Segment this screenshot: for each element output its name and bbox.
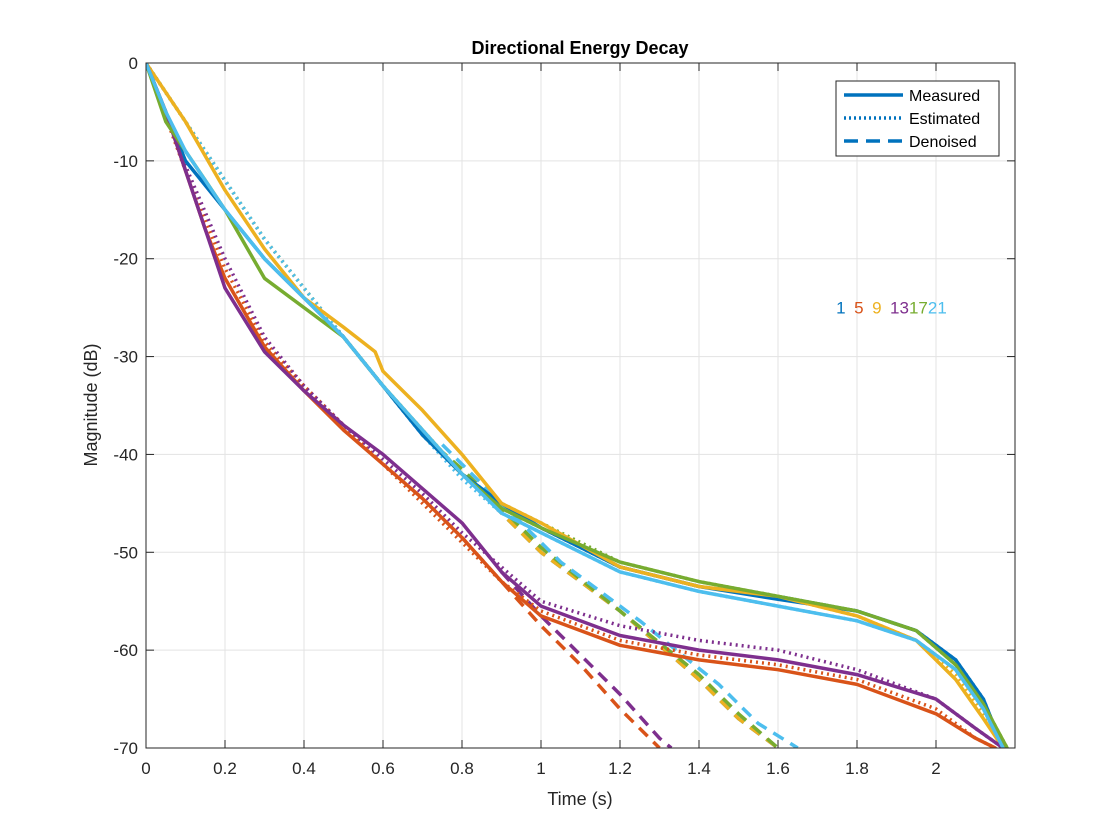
x-tick-label: 0.8 [450,759,474,778]
series-layer [146,63,1009,748]
legend-label: Measured [909,88,980,105]
series-13-estimated-line [146,63,1005,748]
x-tick-label: 1.8 [845,759,869,778]
direction-label-21: 21 [928,299,947,318]
direction-label-1: 1 [836,299,854,318]
direction-label-5: 5 [854,299,872,318]
plot-frame [145,62,1016,749]
legend-label: Estimated [909,111,980,128]
x-tick-label: 1.6 [766,759,790,778]
series-21-denoised-line [441,443,799,748]
y-tick-label: -60 [113,641,138,660]
y-tick-label: -50 [113,543,138,562]
y-tick-label: -40 [113,445,138,464]
x-tick-label: 0.4 [292,759,316,778]
series-21-measured-line [146,63,1005,748]
y-tick-label: 0 [129,54,138,73]
y-tick-label: -70 [113,739,138,758]
y-tick-label: -20 [113,250,138,269]
legend-label: Denoised [909,134,977,151]
x-axis-ticks: 0 0.2 0.4 0.6 0.8 1 1.2 1.4 1.6 1.8 2 [141,63,941,778]
direction-label-13: 13 [890,299,909,318]
x-tick-label: 0 [141,759,150,778]
direction-label-9: 9 [872,299,890,318]
legend: Measured Estimated Denoised [835,80,1000,157]
x-tick-label: 2 [931,759,940,778]
x-tick-label: 1 [536,759,545,778]
direction-label-text: 1 5 9 131721 [836,299,947,318]
direction-label-17: 17 [909,299,928,318]
y-axis-ticks: 0 -10 -20 -30 -40 -50 -60 -70 [113,54,1015,758]
chart-title: Directional Energy Decay [471,38,688,58]
series-13-measured-line [146,63,1005,748]
x-tick-label: 0.6 [371,759,395,778]
plot-background [146,63,1015,748]
x-tick-label: 1.4 [687,759,711,778]
x-tick-label: 0.2 [213,759,237,778]
x-axis-label: Time (s) [547,789,612,809]
x-tick-label: 1.2 [608,759,632,778]
y-tick-label: -10 [113,152,138,171]
y-axis-label: Magnitude (dB) [81,343,101,466]
y-tick-label: -30 [113,348,138,367]
direction-labels: 1 5 9 131721 [836,299,947,318]
series-17-denoised-line [421,433,780,748]
